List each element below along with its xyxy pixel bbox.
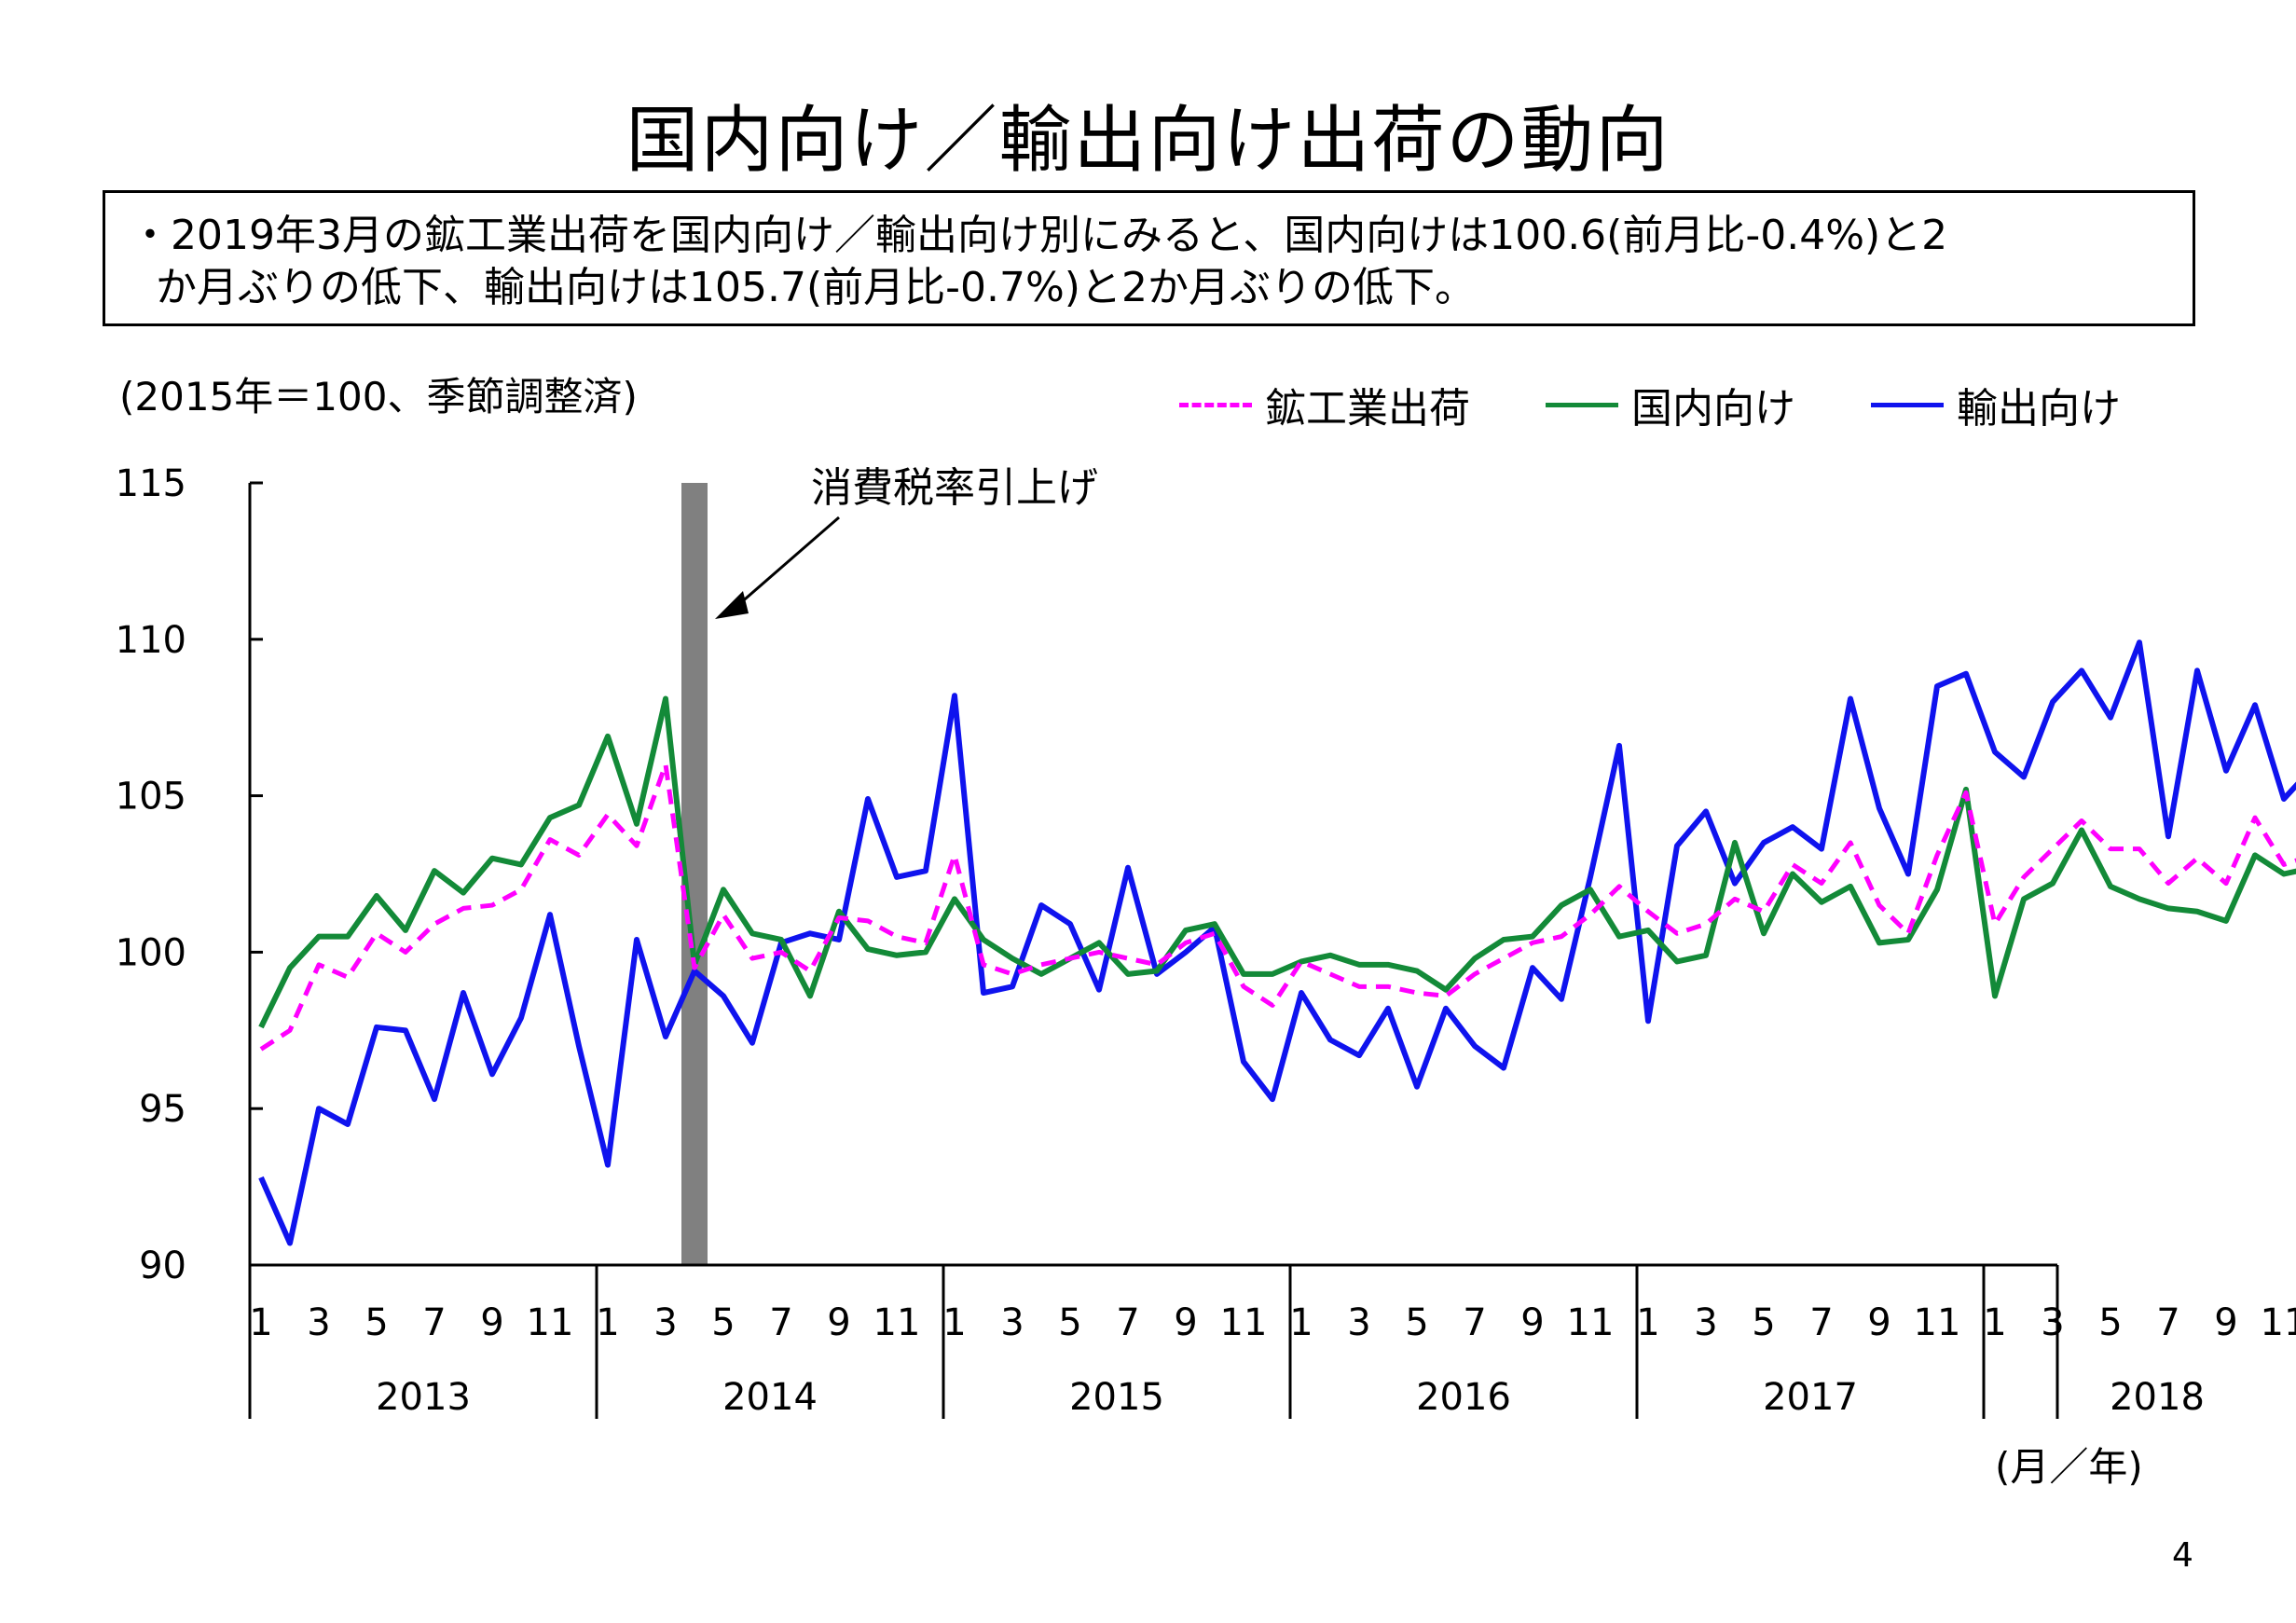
y-tick-label: 115 [116,462,186,505]
y-tick-label: 105 [116,776,186,818]
x-month-label: 1 [1983,1301,2006,1344]
x-month-label: 11 [1914,1301,1961,1344]
legend-item-shipments: 鉱工業出荷 [1179,375,1470,434]
legend-label-domestic: 国内向け [1631,385,1795,433]
legend-label-shipments: 鉱工業出荷 [1265,385,1470,433]
legend-item-domestic: 国内向け [1546,375,1795,434]
unit-note: (2015年＝100、季節調整済) [119,374,638,420]
x-year-label: 2018 [2110,1376,2205,1419]
x-month-label: 11 [1220,1301,1268,1344]
summary-line-1: ・2019年3月の鉱工業出荷を国内向け／輸出向け別にみると、国内向けは100.6… [130,212,1948,259]
summary-line-2: か月ぶりの低下、輸出向けは105.7(前月比-0.7%)と2か月ぶりの低下。 [156,264,1476,311]
x-month-label: 3 [1347,1301,1370,1344]
x-month-label: 1 [1289,1301,1313,1344]
x-month-label: 5 [1752,1301,1775,1344]
y-tick-label: 95 [139,1088,186,1131]
x-month-label: 7 [769,1301,792,1344]
x-month-label: 5 [364,1301,388,1344]
series-line-domestic [258,695,2296,1029]
x-month-label: 9 [480,1301,503,1344]
x-month-label: 9 [827,1301,850,1344]
x-month-label: 11 [2261,1301,2296,1344]
annotation-arrow-head [715,591,749,619]
x-month-label: 9 [1520,1301,1544,1344]
legend-label-exports: 輸出向け [1957,385,2121,433]
y-tick-label: 90 [139,1245,186,1287]
x-month-label: 9 [1867,1301,1890,1344]
x-month-label: 1 [596,1301,619,1344]
x-month-label: 1 [249,1301,272,1344]
x-month-label: 7 [1463,1301,1486,1344]
legend-swatch-domestic [1546,402,1618,407]
x-axis-unit: (月／年) [1995,1444,2143,1490]
summary-box: ・2019年3月の鉱工業出荷を国内向け／輸出向け別にみると、国内向けは100.6… [103,190,2195,326]
x-month-label: 5 [2098,1301,2122,1344]
series-line-exports [258,640,2296,1246]
annotation-arrow-line [731,516,840,612]
x-year-label: 2015 [1069,1376,1164,1419]
annotation-label: 消費税率引上げ [811,464,1098,512]
x-year-label: 2014 [722,1376,818,1419]
x-month-label: 1 [1636,1301,1659,1344]
x-month-label: 3 [1694,1301,1717,1344]
x-year-label: 2016 [1416,1376,1511,1419]
x-year-label: 2017 [1763,1376,1858,1419]
x-month-label: 7 [1116,1301,1139,1344]
x-month-label: 11 [873,1301,921,1344]
x-month-label: 7 [2156,1301,2179,1344]
y-tick-label: 110 [116,619,186,662]
x-year-label: 2013 [376,1376,471,1419]
x-month-label: 3 [1000,1301,1024,1344]
legend-swatch-exports [1871,402,1944,407]
x-month-label: 1 [942,1301,966,1344]
x-month-label: 5 [1058,1301,1081,1344]
x-month-label: 5 [711,1301,735,1344]
legend-swatch-shipments [1179,402,1252,407]
x-month-label: 3 [2041,1301,2064,1344]
x-month-label: 11 [527,1301,574,1344]
x-month-label: 7 [1809,1301,1833,1344]
legend-item-exports: 輸出向け [1871,375,2121,434]
y-tick-label: 100 [116,931,186,974]
x-month-label: 3 [653,1301,677,1344]
x-month-label: 9 [1174,1301,1197,1344]
series-line-shipments [259,762,2296,1052]
page-title: 国内向け／輸出向け出荷の動向 [626,99,1670,183]
x-month-label: 9 [2214,1301,2237,1344]
x-month-label: 5 [1405,1301,1428,1344]
x-month-label: 7 [422,1301,446,1344]
page-number: 4 [2172,1536,2193,1575]
x-month-label: 3 [307,1301,330,1344]
x-month-label: 11 [1567,1301,1615,1344]
